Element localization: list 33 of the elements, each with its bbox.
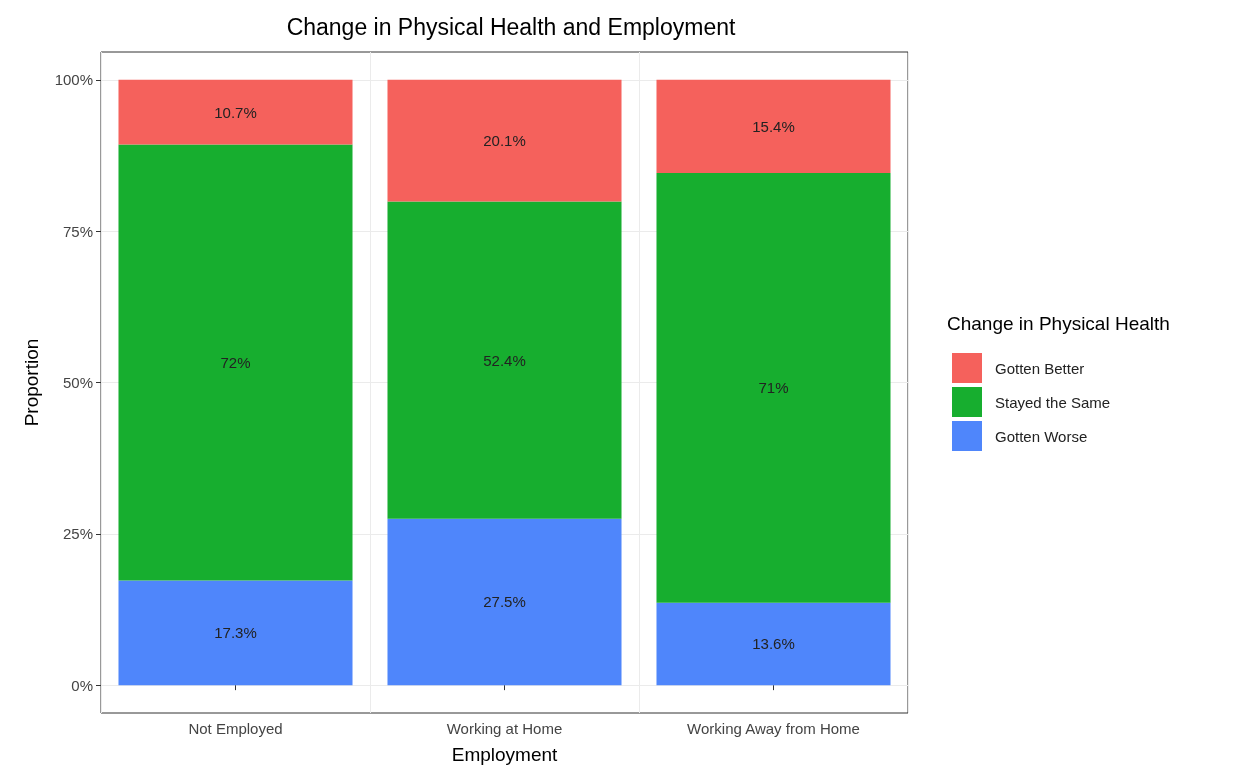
y-tick-label: 75%	[62, 222, 93, 240]
legend-label: Gotten Worse	[995, 427, 1088, 445]
legend-label: Stayed the Same	[995, 393, 1111, 411]
x-axis-title: Employment	[451, 744, 559, 765]
data-label: 20.1%	[483, 132, 526, 150]
bar	[118, 580, 353, 686]
data-label: 72%	[220, 354, 251, 372]
bar	[656, 173, 891, 603]
data-label: 17.3%	[214, 624, 257, 642]
data-label: 10.7%	[214, 103, 257, 121]
bar	[118, 79, 353, 145]
data-label: 27.5%	[483, 593, 526, 611]
bar	[387, 201, 622, 519]
data-label: 15.4%	[752, 117, 795, 135]
x-tick-label: Working Away from Home	[687, 720, 860, 737]
y-tick-label: 50%	[62, 374, 93, 391]
y-axis-title: Proportion	[21, 338, 42, 427]
legend-label: Gotten Better	[995, 359, 1085, 377]
bar	[118, 144, 353, 581]
legend-title: Change in Physical Health	[947, 313, 1170, 334]
data-label: 71%	[758, 379, 789, 397]
x-tick-label: Working at Home	[446, 720, 563, 737]
chart-title: Change in Physical Health and Employment	[286, 13, 736, 40]
bar	[656, 602, 891, 686]
y-tick-label: 100%	[54, 71, 93, 89]
bar	[656, 79, 891, 174]
y-tick-label: 0%	[71, 676, 93, 694]
bar	[387, 79, 622, 202]
bar	[387, 518, 622, 686]
data-label: 13.6%	[752, 635, 795, 653]
y-tick-label: 25%	[62, 525, 93, 543]
data-label: 52.4%	[483, 351, 526, 369]
x-tick-label: Not Employed	[188, 720, 283, 737]
